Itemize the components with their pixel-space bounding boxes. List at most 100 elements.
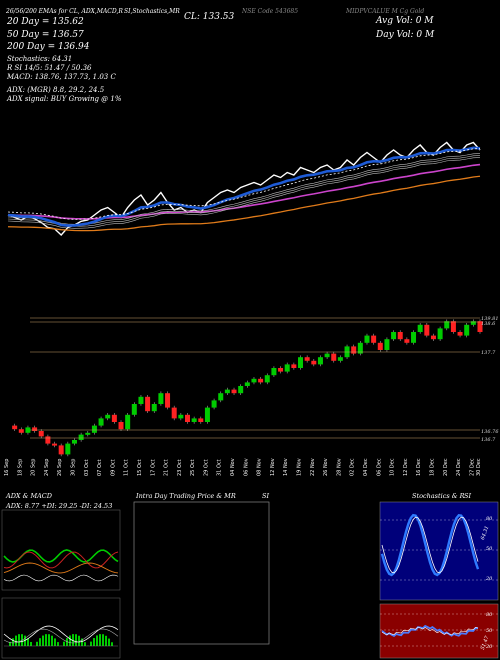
close-label: CL: 133.53 [184,12,235,22]
adx-line [3,562,119,574]
adx-lines [3,549,119,582]
main-price-chart: 16 Sep 18 Sep 20 Sep 24 Sep 26 Sep 30 Sep 03 O… [4,141,483,476]
candle-body [85,432,91,435]
candle-body [357,342,363,354]
candle-body [397,332,403,340]
candle-body [45,436,51,444]
rsi-tick-80: 80 [486,612,493,618]
candle-body [231,389,237,394]
macd-hist-bar [81,638,83,646]
intraday-title: Intra Day Trading Price & MR [136,492,236,500]
stoch-panel-frame [379,501,499,601]
candle-body [337,357,343,361]
candle-body [258,378,264,383]
adx-label: ADX: (MGR) 8.8, 29.2, 24.5 [7,86,105,94]
macd-hist-bar [96,635,98,646]
candle-body [457,332,463,336]
macd-hist-bar [21,634,23,646]
stoch-si: SI [464,492,472,500]
candle-body [450,321,456,332]
candle-body [464,324,470,336]
stoch-tick-50: 50 [486,546,493,552]
ema20-line [7,146,481,227]
rsi-label: R SI 14/5: 51.47 / 50.36 [7,64,92,72]
candle-body [52,443,58,446]
ema-orange-line [7,175,481,232]
x-tick-label: 28 Nov [336,458,342,476]
x-tick-label: 15 Oct [137,459,143,476]
minus-di-line [3,551,119,569]
ema50-label: 50 Day = 136.57 [7,30,84,40]
adx-panel-values: ADX: 8.77 +DI: 29.25 -DI: 24.53 [6,502,113,510]
ema200-line [7,163,481,220]
candle-body [477,321,483,332]
ema20-label: 20 Day = 135.62 [7,17,84,27]
candle-body [364,335,370,343]
x-tick-label: 06 Dec [376,458,382,476]
macd-hist-bar [54,638,56,646]
macd-hist-bar [48,634,50,646]
price-label-top2: 138.6 [481,321,496,327]
candle-body [71,440,77,444]
candle-body [238,386,244,394]
macd-hist-bar [9,641,11,646]
candle-body [291,364,297,368]
stoch-lines [380,513,498,581]
candle-body [178,414,184,419]
x-tick-label: 02 Dec [350,458,356,476]
avg-vol-label: Avg Vol: 0 M [376,16,434,26]
candle-body [25,427,31,433]
macd-hist-bar [24,635,26,646]
price-label-low1: 136.76 [481,429,499,435]
candle-body [470,321,476,325]
candle-body [18,429,24,433]
macd-hist-bar [111,642,113,646]
macd-signal-line [3,628,119,644]
x-tick-label: 26 Nov [323,458,329,476]
candle-body [38,431,44,437]
candle-body [158,393,164,404]
candle-body [278,368,284,372]
candle-body [151,404,157,412]
macd-hist-bar [18,634,20,646]
x-tick-label: 27 Dec [469,458,475,476]
macd-hist-bar [51,635,53,646]
x-tick-label: 12 Nov [270,458,276,476]
header-left: 26/56/200 EMAs for CL, ADX,MACD,R [6,8,123,15]
candle-body [224,389,230,394]
adx-panel-title: ADX & MACD [6,492,52,500]
candle-body [58,445,64,455]
candle-body [424,324,430,336]
close-price-line [7,141,481,237]
candle-body [304,357,310,361]
x-tick-label: 25 Oct [190,459,196,476]
candle-body [165,393,171,408]
macd-hist-bar [36,641,38,646]
candle-body [131,404,137,415]
candle-body [78,434,84,440]
macd-hist-bar [63,641,65,646]
x-tick-label: 26 Sep [57,459,63,476]
candle-body [311,360,317,365]
stoch-value: 64.31 [479,525,491,541]
rsi-panel-frame [379,603,499,659]
macd-hist-bar [15,635,17,646]
candle-body [125,414,131,430]
candle-body [391,332,397,340]
macd-hist-bar [105,635,107,646]
price-label-low2: 136.7 [481,437,496,443]
macd-hist-bar [27,638,29,646]
x-tick-label: 04 Nov [230,458,236,476]
candle-body [98,418,104,426]
x-tick-label: 19 Nov [297,458,303,476]
ema50-line [7,148,481,220]
candle-body [211,400,217,408]
x-tick-label: 18 Dec [429,458,435,476]
macd-hist-bar [99,634,101,646]
price-label-mid: 137.7 [481,350,496,356]
x-tick-label: 24 Dec [456,458,462,476]
candle-body [91,425,97,433]
stoch-label: Stochastics: 64.31 [7,55,73,63]
price-label-top: 139.81 [481,316,499,322]
macd-hist-bar [42,635,44,646]
